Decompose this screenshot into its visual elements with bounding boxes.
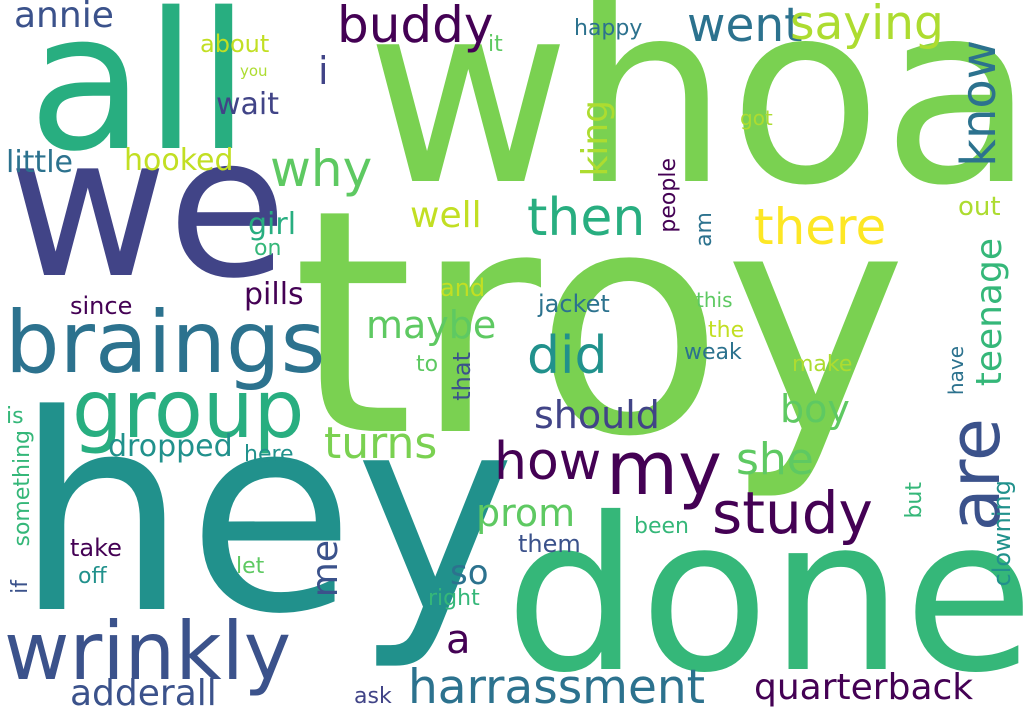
word-group: group [72, 363, 305, 456]
word-did: did [527, 326, 608, 386]
word-since: since [70, 292, 133, 320]
word-so: so [450, 553, 489, 593]
word-got: got [740, 106, 773, 130]
word-weak: weak [684, 340, 742, 365]
word-but: but [902, 482, 927, 519]
word-the: the [708, 318, 745, 343]
word-them: them [518, 530, 581, 558]
word-jacket: jacket [538, 290, 610, 318]
word-right: right [428, 586, 480, 611]
word-turns: turns [324, 418, 438, 469]
word-wrinkly: wrinkly [4, 605, 292, 698]
word-should: should [534, 393, 660, 437]
word-adderall: adderall [70, 673, 217, 714]
word-know: know [951, 40, 1007, 167]
word-let: let [236, 554, 265, 579]
word-a: a [446, 617, 471, 663]
word-wait: wait [216, 87, 280, 122]
word-why: why [270, 140, 373, 198]
word-dropped: dropped [108, 429, 233, 464]
word-there: there [754, 198, 887, 256]
word-we: we [8, 94, 288, 321]
word-teenage: teenage [969, 238, 1010, 387]
word-been: been [634, 514, 689, 539]
word-harrassment: harrassment [408, 660, 706, 715]
word-pills: pills [244, 277, 304, 312]
word-quarterback: quarterback [754, 667, 974, 708]
word-to: to [416, 352, 439, 377]
word-people: people [656, 158, 681, 233]
word-hooked: hooked [124, 143, 234, 178]
word-troy: troy [292, 144, 908, 505]
word-then: then [527, 188, 646, 248]
word-me: me [305, 540, 346, 598]
word-clowning: clowning [988, 480, 1016, 587]
word-is: is [6, 404, 24, 429]
word-buddy: buddy [337, 0, 494, 54]
word-am: am [692, 212, 717, 247]
word-this: this [696, 288, 733, 312]
word-if: if [8, 580, 33, 594]
word-little: little [6, 145, 73, 180]
word-it: it [488, 32, 503, 57]
word-and: and [440, 274, 486, 302]
word-that: that [448, 352, 476, 401]
word-my: my [606, 426, 722, 512]
word-maybe: maybe [366, 303, 497, 347]
word-how: how [494, 432, 602, 492]
word-i: i [318, 49, 329, 93]
word-something: something [10, 430, 35, 547]
word-take: take [70, 534, 122, 562]
word-whoa: whoa [366, 0, 1024, 240]
word-hey: hey [15, 358, 516, 674]
word-girl: girl [248, 207, 297, 242]
word-saying: saying [790, 0, 944, 51]
word-on: on [254, 236, 282, 261]
word-went: went [687, 0, 803, 53]
word-study: study [712, 479, 873, 547]
word-ask: ask [354, 684, 392, 709]
word-have: have [944, 346, 968, 396]
word-all: all [28, 0, 251, 193]
word-well: well [410, 195, 482, 236]
word-you: you [240, 62, 268, 80]
word-off: off [78, 564, 107, 589]
word-king: king [575, 100, 616, 177]
word-braings: braings [5, 293, 326, 393]
word-make: make [792, 352, 853, 377]
word-done: done [505, 472, 1024, 719]
word-about: about [200, 30, 270, 58]
word-out: out [958, 192, 1001, 222]
word-here: here [244, 442, 294, 467]
word-annie: annie [14, 0, 114, 36]
word-happy: happy [574, 16, 643, 41]
word-she: she [736, 434, 814, 485]
word-boy: boy [780, 387, 850, 431]
word-prom: prom [476, 491, 576, 535]
